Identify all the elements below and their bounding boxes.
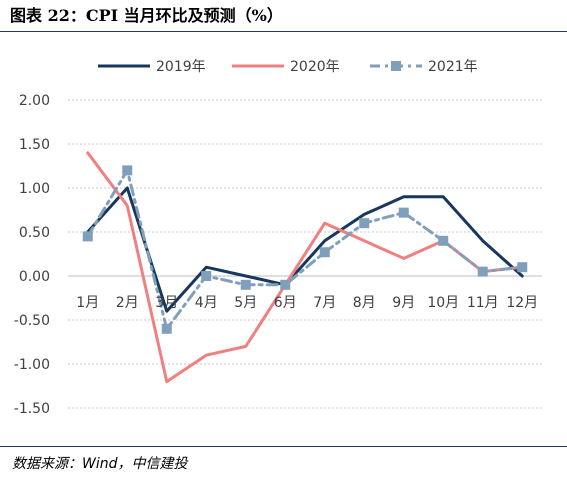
legend-item: 2019年 <box>98 59 206 75</box>
y-tick-label: 0.50 <box>19 225 50 241</box>
chart-title: 图表 22：CPI 当月环比及预测（%） <box>10 6 283 25</box>
x-tick-label: 2月 <box>116 295 139 311</box>
series-lines <box>82 151 528 384</box>
chart-legend: 2019年 2020年 2021年 <box>98 59 478 75</box>
top-divider <box>0 31 567 32</box>
legend-label: 2019年 <box>156 59 206 75</box>
data-point <box>161 323 172 334</box>
series-1 <box>86 186 524 313</box>
y-tick-label: 0.00 <box>19 269 50 285</box>
data-point <box>240 279 251 290</box>
data-point <box>477 266 488 277</box>
x-tick-label: 5月 <box>234 295 257 311</box>
legend-label: 2020年 <box>290 59 340 75</box>
series-line <box>86 186 524 313</box>
y-tick-label: -1.00 <box>14 357 50 373</box>
data-point <box>319 247 330 258</box>
x-axis-ticks: 1月 2月 3月 4月 5月 6月 7月 8月 9月 10月 11月 12月 <box>76 295 538 311</box>
data-point <box>122 165 133 176</box>
series-3 <box>82 165 528 334</box>
x-tick-label: 8月 <box>353 295 376 311</box>
x-tick-label: 7月 <box>313 295 336 311</box>
y-tick-label: 2.00 <box>19 93 50 109</box>
legend-item: 2020年 <box>232 59 340 75</box>
data-point <box>280 279 291 290</box>
y-axis-ticks: 2.00 1.50 1.00 0.50 0.00 -0.50 -1.00 -1.50 <box>14 93 50 417</box>
y-tick-label: -0.50 <box>14 313 50 329</box>
data-point <box>359 218 370 229</box>
x-tick-label: 4月 <box>195 295 218 311</box>
x-tick-label: 9月 <box>392 295 415 311</box>
data-point <box>82 231 93 242</box>
x-tick-label: 10月 <box>427 295 459 311</box>
y-tick-label: 1.00 <box>19 181 50 197</box>
x-tick-label: 11月 <box>467 295 499 311</box>
bottom-divider <box>0 446 567 447</box>
legend-marker <box>391 61 401 71</box>
data-point <box>517 262 528 273</box>
x-tick-label: 1月 <box>76 295 99 311</box>
data-point <box>398 207 409 218</box>
cpi-line-chart: 2019年 2020年 2021年 2.00 1.50 1.00 0.50 0.00 -0.5… <box>14 59 542 417</box>
data-point <box>438 235 449 246</box>
x-tick-label: 6月 <box>274 295 297 311</box>
y-tick-label: 1.50 <box>19 137 50 153</box>
x-tick-label: 12月 <box>506 295 538 311</box>
legend-item: 2021年 <box>370 59 478 75</box>
series-line <box>86 168 524 331</box>
legend-label: 2021年 <box>428 59 478 75</box>
data-source-note: 数据来源：Wind，中信建投 <box>12 456 188 472</box>
y-tick-label: -1.50 <box>14 401 50 417</box>
gridlines <box>68 99 542 409</box>
x-tick-label: 3月 <box>155 295 178 311</box>
data-point <box>201 271 212 281</box>
